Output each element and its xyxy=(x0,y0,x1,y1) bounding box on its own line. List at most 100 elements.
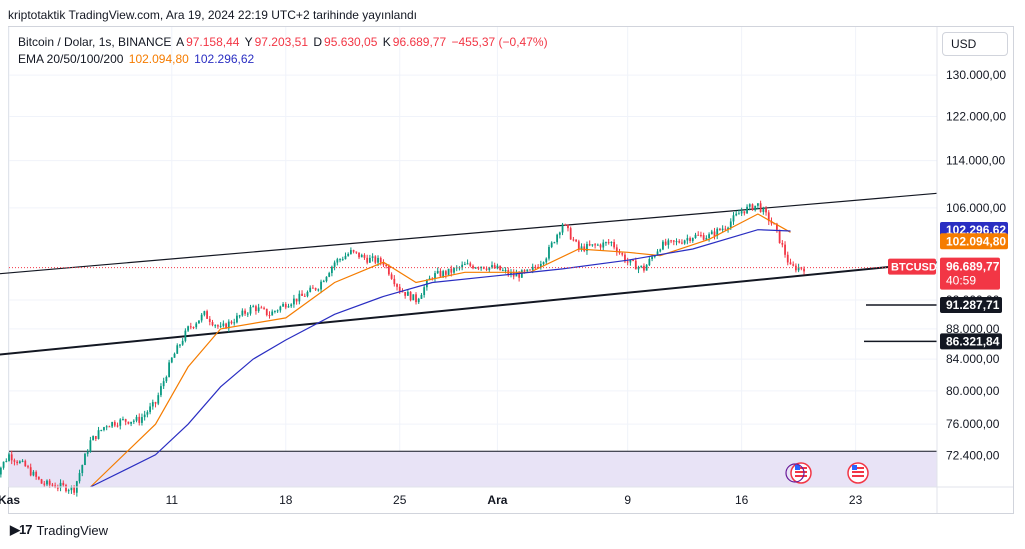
candle xyxy=(271,309,274,316)
candle-body xyxy=(648,259,651,266)
candle xyxy=(455,265,458,272)
candle-body xyxy=(382,262,385,265)
candle xyxy=(173,352,176,358)
candle xyxy=(439,268,442,278)
candle xyxy=(51,482,54,487)
candle xyxy=(754,205,757,212)
last-price-label: 96.689,77 xyxy=(946,260,1000,274)
candle-body xyxy=(363,254,366,258)
candle-body xyxy=(187,326,189,331)
candle xyxy=(32,470,35,477)
candle-body xyxy=(333,262,336,267)
candle-body xyxy=(146,412,149,415)
candle-body xyxy=(613,241,615,248)
candle xyxy=(778,229,781,244)
candle xyxy=(349,247,352,255)
candle-body xyxy=(781,243,784,245)
candle-body xyxy=(168,362,170,377)
candle-body xyxy=(260,307,263,309)
candle-body xyxy=(379,257,382,263)
candle-body xyxy=(257,307,260,312)
candle-body xyxy=(398,286,401,292)
candle xyxy=(539,260,542,270)
candle-body xyxy=(86,451,89,454)
candle-body xyxy=(108,426,111,428)
candle-body xyxy=(371,256,374,258)
candle-body xyxy=(293,298,295,305)
candle-body xyxy=(450,268,453,273)
candle-body xyxy=(634,260,637,270)
candle xyxy=(575,239,578,243)
candle-body xyxy=(572,239,575,241)
lower-channel-line xyxy=(0,261,938,356)
currency-button[interactable]: USD xyxy=(942,32,1008,56)
event-icon-canton xyxy=(852,465,857,470)
candle-body xyxy=(493,265,496,269)
candle xyxy=(116,422,119,428)
legend-symbol[interactable]: Bitcoin / Dolar, 1s, BINANCE xyxy=(18,35,172,49)
candle xyxy=(664,238,667,246)
candle-body xyxy=(32,471,35,476)
candle-body xyxy=(206,311,208,319)
candle xyxy=(67,488,70,494)
candle xyxy=(249,304,252,316)
candle xyxy=(648,257,651,267)
candle xyxy=(306,290,309,298)
candle xyxy=(127,421,130,425)
candle xyxy=(382,259,385,268)
candle-body xyxy=(189,326,192,328)
candle xyxy=(48,478,51,488)
candle-body xyxy=(255,306,257,312)
candle xyxy=(198,320,200,324)
candle-body xyxy=(759,203,762,212)
candle-body xyxy=(227,321,230,329)
candle xyxy=(331,265,333,277)
candle-body xyxy=(78,473,81,482)
price-axis: 72.400,00 76.000,00 80.000,00 84.000,00 88.0… xyxy=(888,68,1008,463)
legend-ema-label[interactable]: EMA 20/50/100/200 xyxy=(18,52,124,66)
candle-body xyxy=(605,242,607,244)
candle-body xyxy=(504,270,507,272)
candle xyxy=(694,232,697,239)
candle xyxy=(738,209,740,215)
candle-body xyxy=(664,241,667,245)
candle xyxy=(634,257,637,270)
candle xyxy=(765,206,767,216)
candle xyxy=(762,206,765,215)
candle xyxy=(336,257,339,266)
candle-body xyxy=(314,288,317,290)
candle-body xyxy=(377,257,379,263)
candle xyxy=(75,480,78,497)
candle xyxy=(480,266,483,271)
candle-body xyxy=(596,244,599,246)
candle xyxy=(719,227,721,231)
time-axis: Kas 11 18 25 Ara 9 16 23 xyxy=(0,27,1013,513)
candle-body xyxy=(344,255,347,260)
candle-body xyxy=(453,268,455,273)
candle xyxy=(586,241,588,255)
candle-body xyxy=(583,246,586,252)
candle xyxy=(195,321,198,330)
candle-body xyxy=(18,461,21,464)
candle xyxy=(16,460,19,466)
candle-body xyxy=(48,480,51,485)
candle-body xyxy=(62,482,65,486)
candle xyxy=(708,232,710,242)
candle-body xyxy=(537,266,540,268)
candle-body xyxy=(154,402,157,404)
symbol-tag-bg xyxy=(888,258,936,275)
candle-body xyxy=(208,318,211,323)
candle xyxy=(789,258,792,265)
economic-event-icon xyxy=(790,462,812,484)
candle-body xyxy=(539,263,542,268)
legend-open-label: A xyxy=(176,35,185,49)
candle xyxy=(363,253,366,260)
candle-body xyxy=(586,244,588,252)
candle xyxy=(203,310,206,317)
price-tick-label: 122.000,00 xyxy=(946,109,1006,123)
candle xyxy=(130,421,133,427)
event-icon-stripe xyxy=(852,467,864,469)
candle xyxy=(284,302,287,310)
candle-body xyxy=(390,274,393,279)
